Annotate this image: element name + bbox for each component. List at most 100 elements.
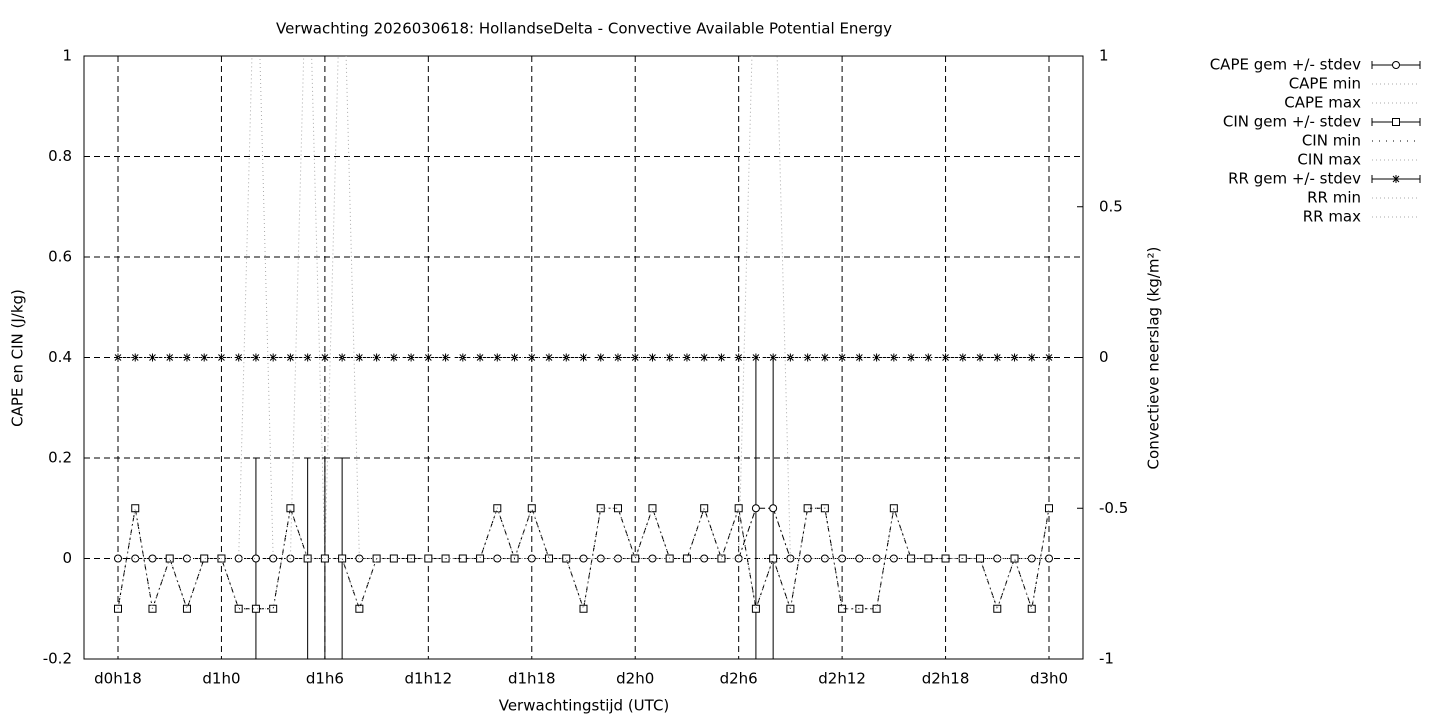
legend-label: CAPE max: [1284, 94, 1361, 112]
data-point: [165, 353, 174, 362]
data-point: [976, 353, 985, 362]
y-tick-label: 1: [62, 47, 72, 65]
data-point: [613, 504, 622, 513]
data-point: [941, 353, 950, 362]
y-tick-label: 0.8: [48, 147, 72, 165]
data-point: [613, 554, 622, 563]
x-tick-label: d2h6: [720, 670, 758, 688]
data-point: [700, 504, 709, 513]
legend-label: CAPE min: [1289, 75, 1361, 93]
data-point: [872, 604, 881, 613]
data-point: [717, 353, 726, 362]
x-tick-label: d0h18: [94, 670, 142, 688]
data-point: [665, 353, 674, 362]
data-point: [320, 353, 329, 362]
data-point: [200, 554, 209, 563]
data-point: [303, 353, 312, 362]
data-point: [993, 604, 1002, 613]
data-point: [924, 554, 933, 563]
data-point: [1392, 175, 1400, 183]
x-axis-label: Verwachtingstijd (UTC): [499, 697, 670, 715]
data-point: [941, 554, 950, 563]
y2-tick-label: 1: [1099, 47, 1109, 65]
legend-label: RR max: [1303, 208, 1361, 226]
legend-label: CIN max: [1297, 151, 1361, 169]
data-point: [803, 504, 812, 513]
data-point: [131, 504, 140, 513]
data-point: [648, 353, 657, 362]
data-point: [424, 554, 433, 563]
data-point: [631, 554, 640, 563]
x-tick-label: d1h0: [202, 670, 240, 688]
series-line: [117, 506, 1050, 611]
data-point: [338, 554, 347, 563]
data-point: [1392, 118, 1400, 126]
data-point: [407, 353, 416, 362]
data-point: [648, 504, 657, 513]
series-line: [118, 56, 1049, 559]
data-point: [562, 554, 571, 563]
y-tick-label: 0.4: [48, 348, 72, 366]
data-point: [251, 353, 260, 362]
data-point: [165, 554, 174, 563]
data-point: [1045, 353, 1053, 362]
data-point: [389, 353, 398, 362]
y-tick-label: 0: [62, 549, 72, 567]
data-point: [734, 504, 743, 513]
x-tick-label: d1h18: [508, 670, 556, 688]
data-point: [476, 353, 485, 362]
data-point: [355, 353, 364, 362]
data-point: [872, 353, 881, 362]
data-point: [441, 353, 450, 362]
data-point: [769, 353, 778, 362]
chart-title: Verwachting 2026030618: HollandseDelta -…: [276, 20, 892, 38]
data-point: [596, 353, 605, 362]
y2-tick-label: 0.5: [1099, 197, 1123, 215]
data-point: [1392, 61, 1400, 69]
y-tick-label: 0.2: [48, 449, 72, 467]
data-point: [131, 353, 140, 362]
y2-tick-label: -1: [1099, 650, 1114, 668]
data-point: [286, 504, 295, 513]
data-point: [527, 504, 536, 513]
data-point: [820, 353, 829, 362]
data-point: [545, 353, 554, 362]
data-point: [372, 353, 381, 362]
data-point: [182, 604, 191, 613]
x-tick-label: d3h0: [1030, 670, 1068, 688]
data-point: [131, 554, 140, 563]
data-point: [148, 554, 157, 563]
data-point: [889, 504, 898, 513]
legend-label: CIN gem +/- stdev: [1223, 113, 1361, 131]
legend-label: RR gem +/- stdev: [1228, 170, 1361, 188]
data-point: [803, 353, 812, 362]
data-point: [458, 554, 467, 563]
y-axis-label: CAPE en CIN (J/kg): [9, 289, 27, 427]
data-point: [1027, 353, 1036, 362]
data-point: [251, 604, 260, 613]
data-point: [613, 353, 622, 362]
y2-tick-label: 0: [1099, 348, 1109, 366]
data-point: [751, 604, 760, 613]
data-point: [424, 353, 433, 362]
data-point: [493, 353, 502, 362]
data-point: [924, 353, 933, 362]
data-point: [855, 353, 864, 362]
y-tick-label: -0.2: [43, 650, 72, 668]
data-point: [527, 554, 536, 563]
data-point: [527, 353, 536, 362]
x-tick-label: d1h12: [404, 670, 452, 688]
legend-label: CAPE gem +/- stdev: [1210, 56, 1361, 74]
data-point: [579, 353, 588, 362]
data-point: [476, 554, 485, 563]
data-point: [993, 353, 1002, 362]
data-point: [269, 353, 278, 362]
x-tick-label: d1h6: [306, 670, 344, 688]
data-point: [234, 604, 243, 613]
data-point: [682, 554, 691, 563]
data-point: [907, 353, 916, 362]
y2-axis-label: Convectieve neerslag (kg/m²): [1145, 247, 1163, 470]
legend-label: CIN min: [1302, 132, 1361, 150]
data-point: [579, 604, 588, 613]
